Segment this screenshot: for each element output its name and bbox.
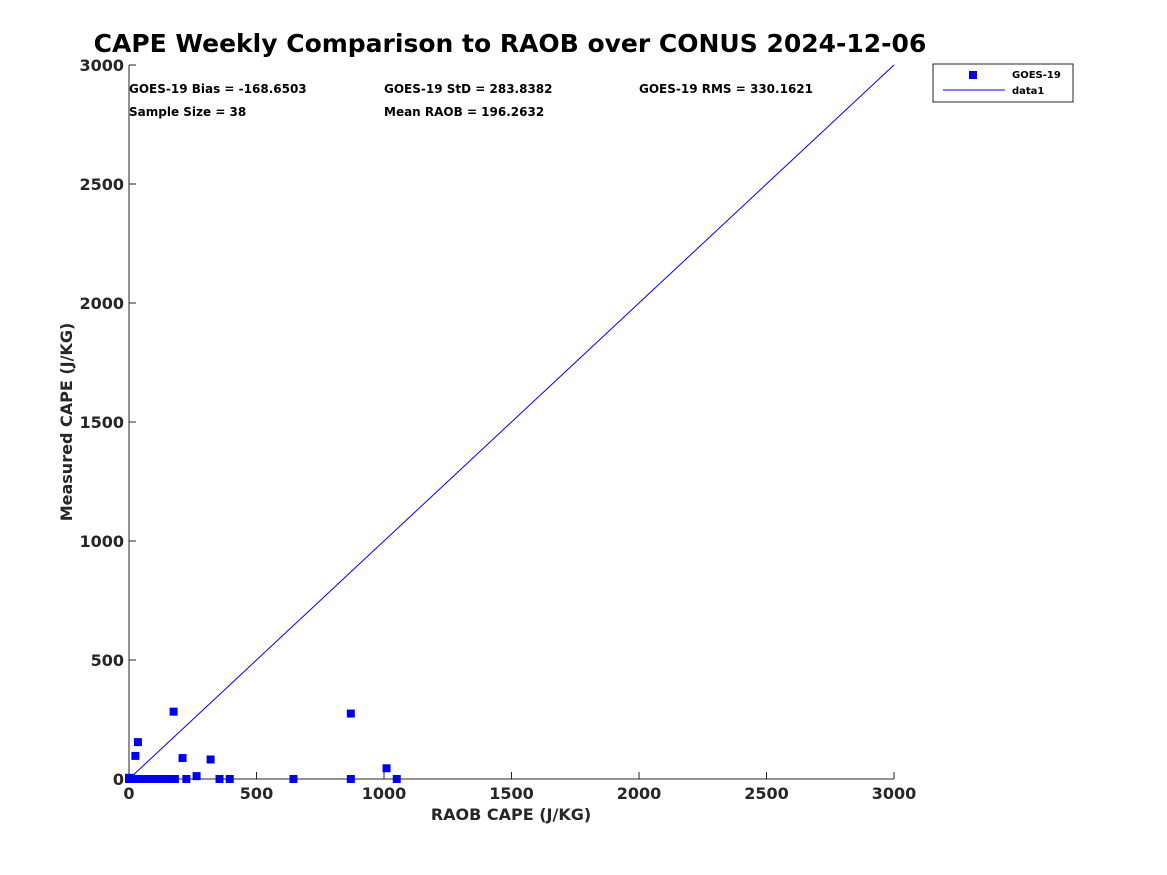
x-tick-label: 3000 [872, 784, 917, 803]
y-tick-label: 0 [113, 770, 124, 789]
legend-marker-goes-19 [969, 71, 977, 79]
scatter-point [289, 775, 298, 783]
scatter-point [169, 707, 178, 716]
scatter-point [129, 775, 138, 783]
x-tick-label: 0 [123, 784, 134, 803]
y-axis-label: Measured CAPE (J/KG) [57, 323, 76, 522]
x-tick-label: 1500 [489, 784, 534, 803]
y-tick-label: 3000 [79, 56, 124, 75]
scatter-point [382, 764, 391, 773]
scatter-point [206, 755, 215, 764]
scatter-point [215, 775, 224, 783]
axis-ticks: 0 500 1000 1500 2000 2500 3000 0 500 1000 1500 2000… [79, 56, 916, 803]
legend-label-goes-19: GOES-19 [1012, 70, 1061, 81]
scatter-point [182, 775, 191, 783]
x-tick-label: 2500 [744, 784, 789, 803]
legend-box [932, 63, 1074, 103]
y-tick-label: 1500 [79, 413, 124, 432]
scatter-point [225, 775, 234, 783]
y-tick-label: 2000 [79, 294, 124, 313]
y-tick-label: 2500 [79, 175, 124, 194]
scatter-point [192, 772, 201, 781]
x-tick-label: 2000 [617, 784, 662, 803]
series-goes-19 [125, 707, 401, 783]
y-tick-label: 500 [91, 651, 124, 670]
rms-annotation: GOES-19 RMS = 330.1621 [639, 82, 813, 96]
legend: GOES-19 data1 [932, 63, 1074, 103]
scatter-point [140, 775, 149, 783]
mean-raob-annotation: Mean RAOB = 196.2632 [384, 105, 544, 119]
stats-annotations: GOES-19 Bias = -168.6503 GOES-19 StD = 2… [129, 82, 813, 119]
series-data1 [128, 64, 895, 780]
line-data1 [128, 64, 895, 780]
y-tick-label: 1000 [79, 532, 124, 551]
sample-size-annotation: Sample Size = 38 [129, 105, 246, 119]
x-axis-label: RAOB CAPE (J/KG) [431, 805, 591, 824]
x-tick-label: 500 [240, 784, 273, 803]
legend-label-data1: data1 [1012, 86, 1044, 97]
scatter-point [346, 775, 355, 783]
scatter-point [170, 775, 179, 783]
x-tick-label: 1000 [362, 784, 407, 803]
std-annotation: GOES-19 StD = 283.8382 [384, 82, 553, 96]
scatter-point [131, 751, 140, 760]
scatter-point [163, 775, 172, 783]
scatter-point [392, 775, 401, 783]
scatter-point [178, 754, 187, 763]
chart-title: CAPE Weekly Comparison to RAOB over CONU… [94, 29, 927, 58]
bias-annotation: GOES-19 Bias = -168.6503 [129, 82, 307, 96]
scatter-point [346, 709, 355, 718]
scatter-point [133, 738, 142, 747]
